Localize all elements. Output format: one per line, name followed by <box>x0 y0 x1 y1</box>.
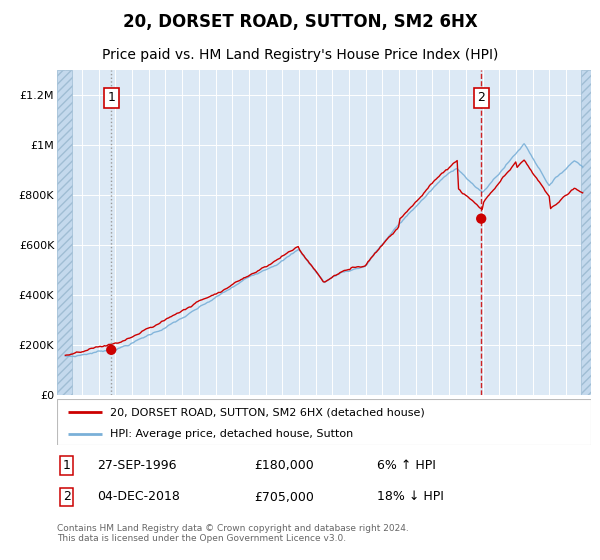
Text: £705,000: £705,000 <box>254 491 314 503</box>
Point <box>476 214 486 223</box>
Text: 18% ↓ HPI: 18% ↓ HPI <box>377 491 444 503</box>
Text: Price paid vs. HM Land Registry's House Price Index (HPI): Price paid vs. HM Land Registry's House … <box>102 48 498 62</box>
Text: 2: 2 <box>477 91 485 104</box>
Text: 2: 2 <box>62 491 71 503</box>
Text: HPI: Average price, detached house, Sutton: HPI: Average price, detached house, Sutt… <box>110 429 353 438</box>
Text: Contains HM Land Registry data © Crown copyright and database right 2024.
This d: Contains HM Land Registry data © Crown c… <box>57 524 409 543</box>
Text: 1: 1 <box>62 459 71 472</box>
Text: 04-DEC-2018: 04-DEC-2018 <box>97 491 180 503</box>
Text: 27-SEP-1996: 27-SEP-1996 <box>97 459 176 472</box>
Point <box>106 346 116 354</box>
FancyBboxPatch shape <box>57 399 591 445</box>
Bar <box>581 70 591 395</box>
Text: 20, DORSET ROAD, SUTTON, SM2 6HX (detached house): 20, DORSET ROAD, SUTTON, SM2 6HX (detach… <box>110 407 425 417</box>
Text: 20, DORSET ROAD, SUTTON, SM2 6HX: 20, DORSET ROAD, SUTTON, SM2 6HX <box>122 13 478 31</box>
Bar <box>57 70 72 395</box>
Text: 1: 1 <box>107 91 115 104</box>
Text: 6% ↑ HPI: 6% ↑ HPI <box>377 459 436 472</box>
Text: £180,000: £180,000 <box>254 459 314 472</box>
